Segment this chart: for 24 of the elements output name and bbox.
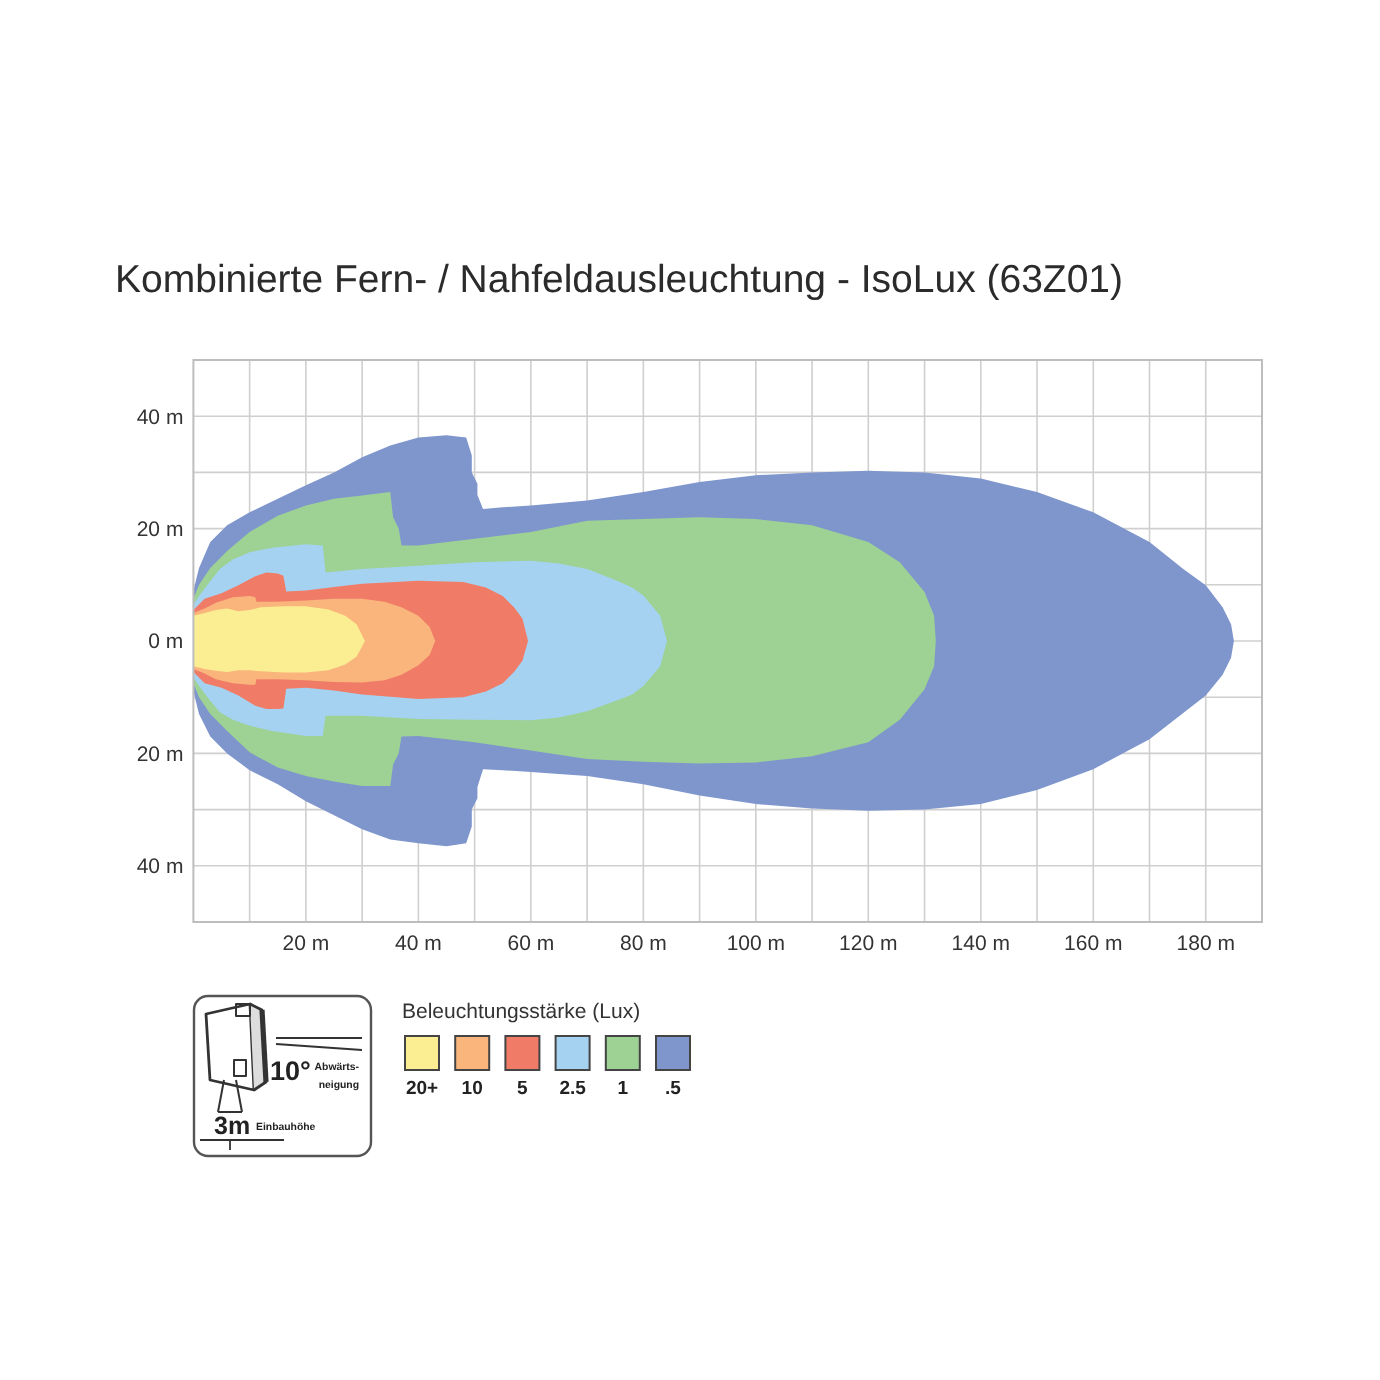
text: 3m — [214, 1112, 251, 1140]
y-tick-label: 40 m — [136, 855, 184, 880]
legend-title: Beleuchtungsstärke (Lux) — [402, 1000, 641, 1024]
x-tick-label: 100 m — [726, 932, 786, 956]
x-tick-label: 120 m — [839, 932, 898, 956]
chart-title: Kombinierte Fern- / Nahfeldausleuchtung - IsoLux (63Z01) — [115, 258, 1124, 302]
x-tick-label: 20 m — [282, 932, 330, 956]
x-tick-label: 140 m — [951, 932, 1011, 956]
x-tick-label: 160 m — [1064, 932, 1123, 956]
legend-label: 5 — [517, 1078, 530, 1100]
legend-label: 10 — [461, 1078, 483, 1100]
y-tick-label: 20 m — [136, 518, 184, 542]
y-tick-label: 40 m — [136, 405, 184, 430]
legend-label: 1 — [617, 1078, 630, 1100]
x-tick-label: 60 m — [507, 932, 555, 956]
x-tick-label: 80 m — [619, 932, 668, 956]
y-tick-label: 0 m — [148, 630, 184, 655]
x-tick-label: 40 m — [395, 932, 443, 956]
legend-label: .5 — [665, 1078, 683, 1100]
legend-label: 20+ — [405, 1078, 440, 1100]
y-tick-label: 20 m — [136, 742, 184, 767]
legend-label: 2.5 — [559, 1078, 588, 1100]
x-tick-label: 180 m — [1176, 932, 1236, 956]
text: 10° — [270, 1056, 311, 1086]
